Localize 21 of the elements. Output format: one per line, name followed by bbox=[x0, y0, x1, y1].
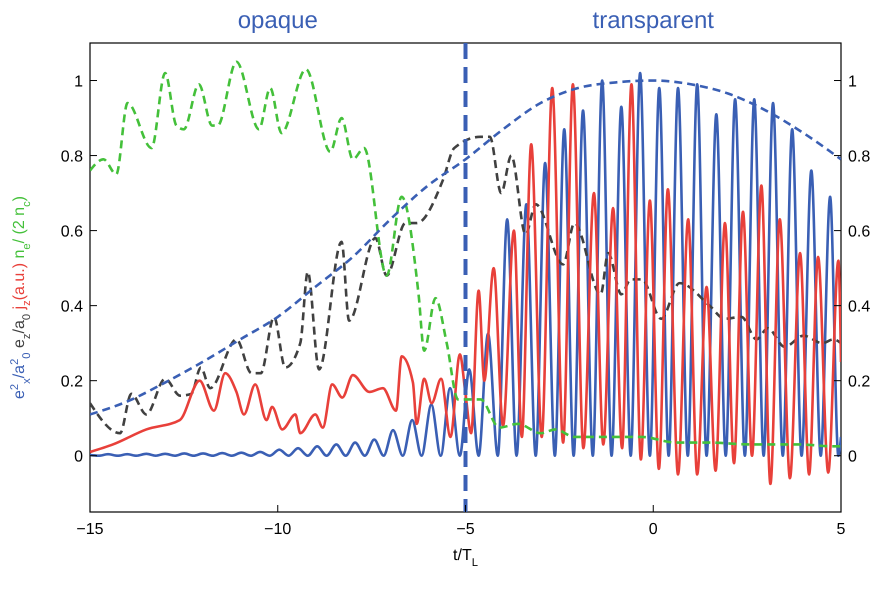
x-tick-label: −15 bbox=[76, 521, 104, 538]
y2-tick-label: 0.8 bbox=[848, 148, 870, 166]
y2-tick-label: 0 bbox=[848, 448, 857, 466]
y2-tick-label: 0.2 bbox=[848, 374, 870, 391]
text: opaque bbox=[238, 7, 318, 34]
y-tick-label: 0 bbox=[74, 448, 84, 466]
x-tick-label: 0 bbox=[648, 521, 658, 538]
y2-tick-label: 1 bbox=[848, 74, 857, 91]
y-tick-label: 1 bbox=[74, 74, 84, 91]
y-tick-label: 0.6 bbox=[60, 224, 84, 241]
x-tick-label: 5 bbox=[836, 521, 846, 538]
x-tick-label: −10 bbox=[264, 521, 292, 538]
x-tick-label: −5 bbox=[456, 521, 475, 538]
y-tick-label: 0.8 bbox=[60, 148, 84, 166]
line-series bbox=[90, 136, 841, 435]
x-axis-title: t/T$_{L}$ bbox=[453, 547, 478, 569]
y2-tick-label: 0.4 bbox=[848, 298, 870, 316]
text: transparent bbox=[592, 7, 714, 34]
y-tick-label: 0.2 bbox=[60, 374, 84, 391]
y-tick-label: 0.4 bbox=[60, 298, 84, 316]
y2-tick-label: 0.6 bbox=[848, 224, 870, 241]
